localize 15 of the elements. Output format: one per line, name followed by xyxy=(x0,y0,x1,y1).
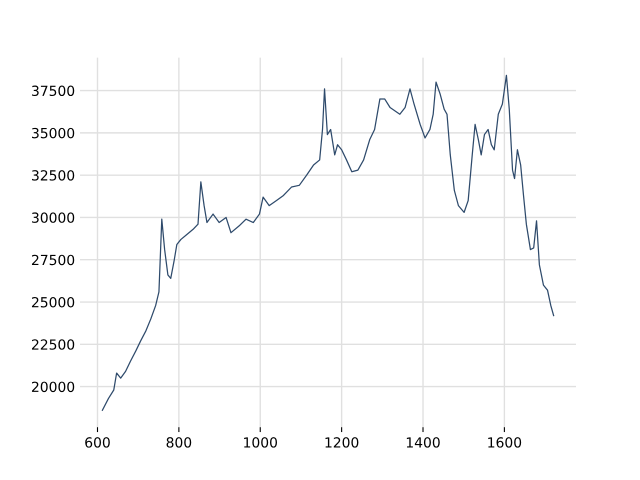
line-series xyxy=(102,74,554,411)
y-tick-label: 37500 xyxy=(32,86,74,96)
y-tick-label: 22500 xyxy=(32,339,74,350)
y-tick-label: 25000 xyxy=(32,296,74,308)
x-tick-label: 1600 xyxy=(488,437,522,448)
y-tick-label: 35000 xyxy=(32,128,74,138)
x-tick-label: 800 xyxy=(166,437,192,448)
y-tick-label: 32500 xyxy=(32,170,74,181)
y-tick-label: 27500 xyxy=(32,254,74,266)
x-tick-label: 1000 xyxy=(244,437,278,448)
x-tick-label: 1200 xyxy=(325,437,358,448)
y-tick-label: 20000 xyxy=(32,382,74,392)
y-tick-label: 30000 xyxy=(32,212,74,223)
x-tick-label: 1400 xyxy=(406,437,440,448)
x-tick-label: 600 xyxy=(85,437,110,448)
